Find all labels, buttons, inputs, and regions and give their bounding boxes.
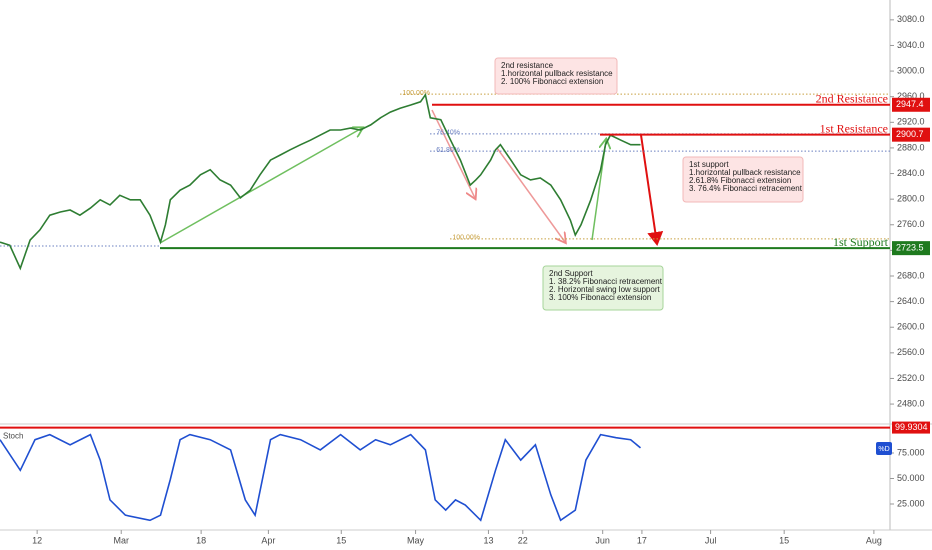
note-box xyxy=(542,265,664,311)
level-price-box xyxy=(892,241,930,256)
fib-label: 100.00% xyxy=(452,235,480,242)
fib-label: 100.00% xyxy=(402,90,430,97)
note-box xyxy=(494,57,618,95)
level-label: 2nd Resistance xyxy=(816,92,888,106)
x-tick-label: 12 xyxy=(32,535,42,545)
legend-label: %D xyxy=(878,446,889,453)
note-line: 3. 100% Fibonacci extension xyxy=(549,293,651,302)
note-title: 1st support xyxy=(689,160,729,169)
x-tick-label: 13 xyxy=(483,535,493,545)
note-box xyxy=(682,156,804,203)
note-line: 2. 100% Fibonacci extension xyxy=(501,77,603,86)
note-line: 1. 38.2% Fibonacci retracement xyxy=(549,277,663,286)
note-line: 2. Horizontal swing low support xyxy=(549,285,660,294)
y-tick-label: 2560.0 xyxy=(897,347,925,357)
y-tick-label: 3040.0 xyxy=(897,40,925,50)
y-tick-label: 2600.0 xyxy=(897,322,925,332)
y-tick-label: 2880.0 xyxy=(897,142,925,152)
note-title: 2nd resistance xyxy=(501,61,554,70)
y-tick-label: 2760.0 xyxy=(897,219,925,229)
y-tick-label: 25.000 xyxy=(897,498,925,508)
y-tick-label: 2920.0 xyxy=(897,117,925,127)
level-price: 99.9304 xyxy=(895,422,928,432)
arrow xyxy=(640,134,664,246)
y-tick-label: 2960.0 xyxy=(897,91,925,101)
level-price-box xyxy=(892,97,930,112)
level-label: 1st Support xyxy=(833,235,889,249)
x-tick-label: 15 xyxy=(779,535,789,545)
pane-title: Stoch xyxy=(3,432,23,441)
arrow xyxy=(159,128,362,244)
x-tick-label: Jul xyxy=(705,535,717,545)
fib-label: 76.40% xyxy=(436,130,460,137)
level-price: 2947.4 xyxy=(896,99,924,109)
note-title: 2nd Support xyxy=(549,269,593,278)
note-line: 2.61.8% Fibonacci extension xyxy=(689,176,791,185)
x-tick-label: Jun xyxy=(595,535,610,545)
fib-label: 61.80% xyxy=(436,147,460,154)
x-tick-label: 15 xyxy=(336,535,346,545)
note-line: 3. 76.4% Fibonacci retracement xyxy=(689,184,803,193)
y-tick-label: 75.000 xyxy=(897,447,925,457)
arrow xyxy=(431,109,475,198)
series-line xyxy=(0,92,641,271)
x-tick-label: Aug xyxy=(866,535,882,545)
y-tick-label: 2520.0 xyxy=(897,373,925,383)
x-tick-label: 18 xyxy=(196,535,206,545)
level-price: 2900.7 xyxy=(896,129,924,139)
arrow xyxy=(496,147,565,242)
level-label: 1st Resistance xyxy=(820,121,888,135)
y-tick-label: 2840.0 xyxy=(897,168,925,178)
y-tick-label: 3000.0 xyxy=(897,65,925,75)
x-tick-label: 17 xyxy=(637,535,647,545)
series-line xyxy=(0,433,642,522)
x-tick-label: 22 xyxy=(518,535,528,545)
y-tick-label: 50.000 xyxy=(897,473,925,483)
y-tick-label: 2480.0 xyxy=(897,398,925,408)
x-tick-label: Apr xyxy=(261,535,275,545)
y-tick-label: 2800.0 xyxy=(897,194,925,204)
y-tick-label: 2640.0 xyxy=(897,296,925,306)
note-line: 1.horizontal pullback resistance xyxy=(501,69,613,78)
level-price-box xyxy=(892,127,930,142)
x-tick-label: Mar xyxy=(113,535,129,545)
note-line: 1.horizontal pullback resistance xyxy=(689,168,801,177)
y-tick-label: 3080.0 xyxy=(897,14,925,24)
x-tick-label: May xyxy=(407,535,425,545)
level-price: 2723.5 xyxy=(896,243,924,253)
legend-box xyxy=(876,442,892,455)
y-tick-label: 2680.0 xyxy=(897,270,925,280)
level-price-box xyxy=(892,421,930,434)
